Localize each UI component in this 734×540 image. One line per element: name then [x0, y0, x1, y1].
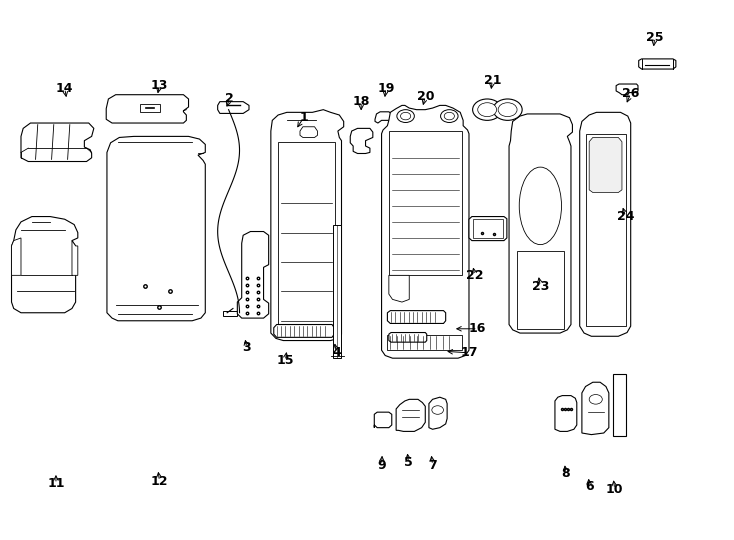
- Text: 13: 13: [150, 79, 168, 92]
- Circle shape: [432, 406, 443, 414]
- Polygon shape: [12, 238, 21, 275]
- Text: 15: 15: [277, 354, 294, 367]
- Bar: [223, 311, 236, 316]
- Text: 17: 17: [460, 346, 478, 359]
- Bar: [613, 374, 626, 436]
- Polygon shape: [382, 105, 469, 358]
- Polygon shape: [21, 123, 94, 161]
- Bar: [333, 225, 341, 358]
- Circle shape: [444, 112, 454, 120]
- Text: 25: 25: [646, 31, 664, 44]
- Polygon shape: [589, 138, 622, 192]
- Polygon shape: [106, 94, 189, 123]
- Text: 22: 22: [466, 269, 484, 282]
- Polygon shape: [582, 382, 608, 435]
- Text: 20: 20: [416, 90, 434, 103]
- Circle shape: [589, 395, 603, 404]
- Text: 14: 14: [56, 82, 73, 95]
- Text: 21: 21: [484, 74, 501, 87]
- Circle shape: [397, 110, 415, 123]
- Text: 2: 2: [225, 92, 233, 105]
- Polygon shape: [237, 232, 269, 318]
- Circle shape: [498, 103, 517, 117]
- Text: 12: 12: [150, 475, 168, 488]
- Polygon shape: [396, 400, 425, 431]
- Text: 10: 10: [606, 483, 623, 496]
- Polygon shape: [616, 84, 638, 94]
- Polygon shape: [580, 112, 631, 336]
- Polygon shape: [274, 325, 334, 338]
- Text: 9: 9: [377, 458, 386, 471]
- Polygon shape: [555, 396, 577, 431]
- Bar: [139, 104, 160, 112]
- Circle shape: [473, 99, 502, 120]
- Ellipse shape: [519, 167, 562, 245]
- Text: 23: 23: [531, 280, 549, 293]
- Bar: [278, 141, 335, 332]
- Polygon shape: [72, 241, 78, 275]
- Polygon shape: [300, 127, 318, 138]
- Circle shape: [478, 103, 497, 117]
- Bar: [517, 251, 564, 329]
- Polygon shape: [639, 59, 676, 69]
- Polygon shape: [429, 397, 447, 429]
- Polygon shape: [350, 129, 373, 153]
- Polygon shape: [375, 112, 392, 123]
- Text: 26: 26: [622, 87, 639, 100]
- Text: 3: 3: [242, 341, 251, 354]
- Circle shape: [440, 110, 458, 123]
- Text: 4: 4: [332, 346, 341, 359]
- Text: 11: 11: [47, 477, 65, 490]
- Text: 8: 8: [562, 467, 570, 480]
- Polygon shape: [107, 137, 206, 321]
- Polygon shape: [469, 217, 507, 241]
- Text: 5: 5: [404, 456, 413, 469]
- Text: 24: 24: [617, 210, 634, 223]
- Polygon shape: [12, 217, 78, 313]
- Polygon shape: [271, 110, 344, 341]
- Text: 16: 16: [469, 322, 487, 335]
- Polygon shape: [389, 275, 410, 302]
- Circle shape: [493, 99, 522, 120]
- Polygon shape: [389, 333, 426, 342]
- Text: 6: 6: [585, 480, 594, 493]
- Polygon shape: [374, 412, 392, 428]
- Polygon shape: [218, 102, 249, 113]
- Text: 18: 18: [352, 95, 370, 108]
- Bar: [388, 335, 462, 350]
- Bar: [586, 134, 625, 326]
- Bar: [389, 131, 462, 275]
- Text: 19: 19: [377, 82, 395, 95]
- Text: 7: 7: [428, 458, 437, 471]
- Circle shape: [401, 112, 411, 120]
- Polygon shape: [388, 310, 446, 323]
- Bar: [473, 219, 504, 238]
- Text: 1: 1: [299, 111, 308, 124]
- Polygon shape: [509, 114, 573, 333]
